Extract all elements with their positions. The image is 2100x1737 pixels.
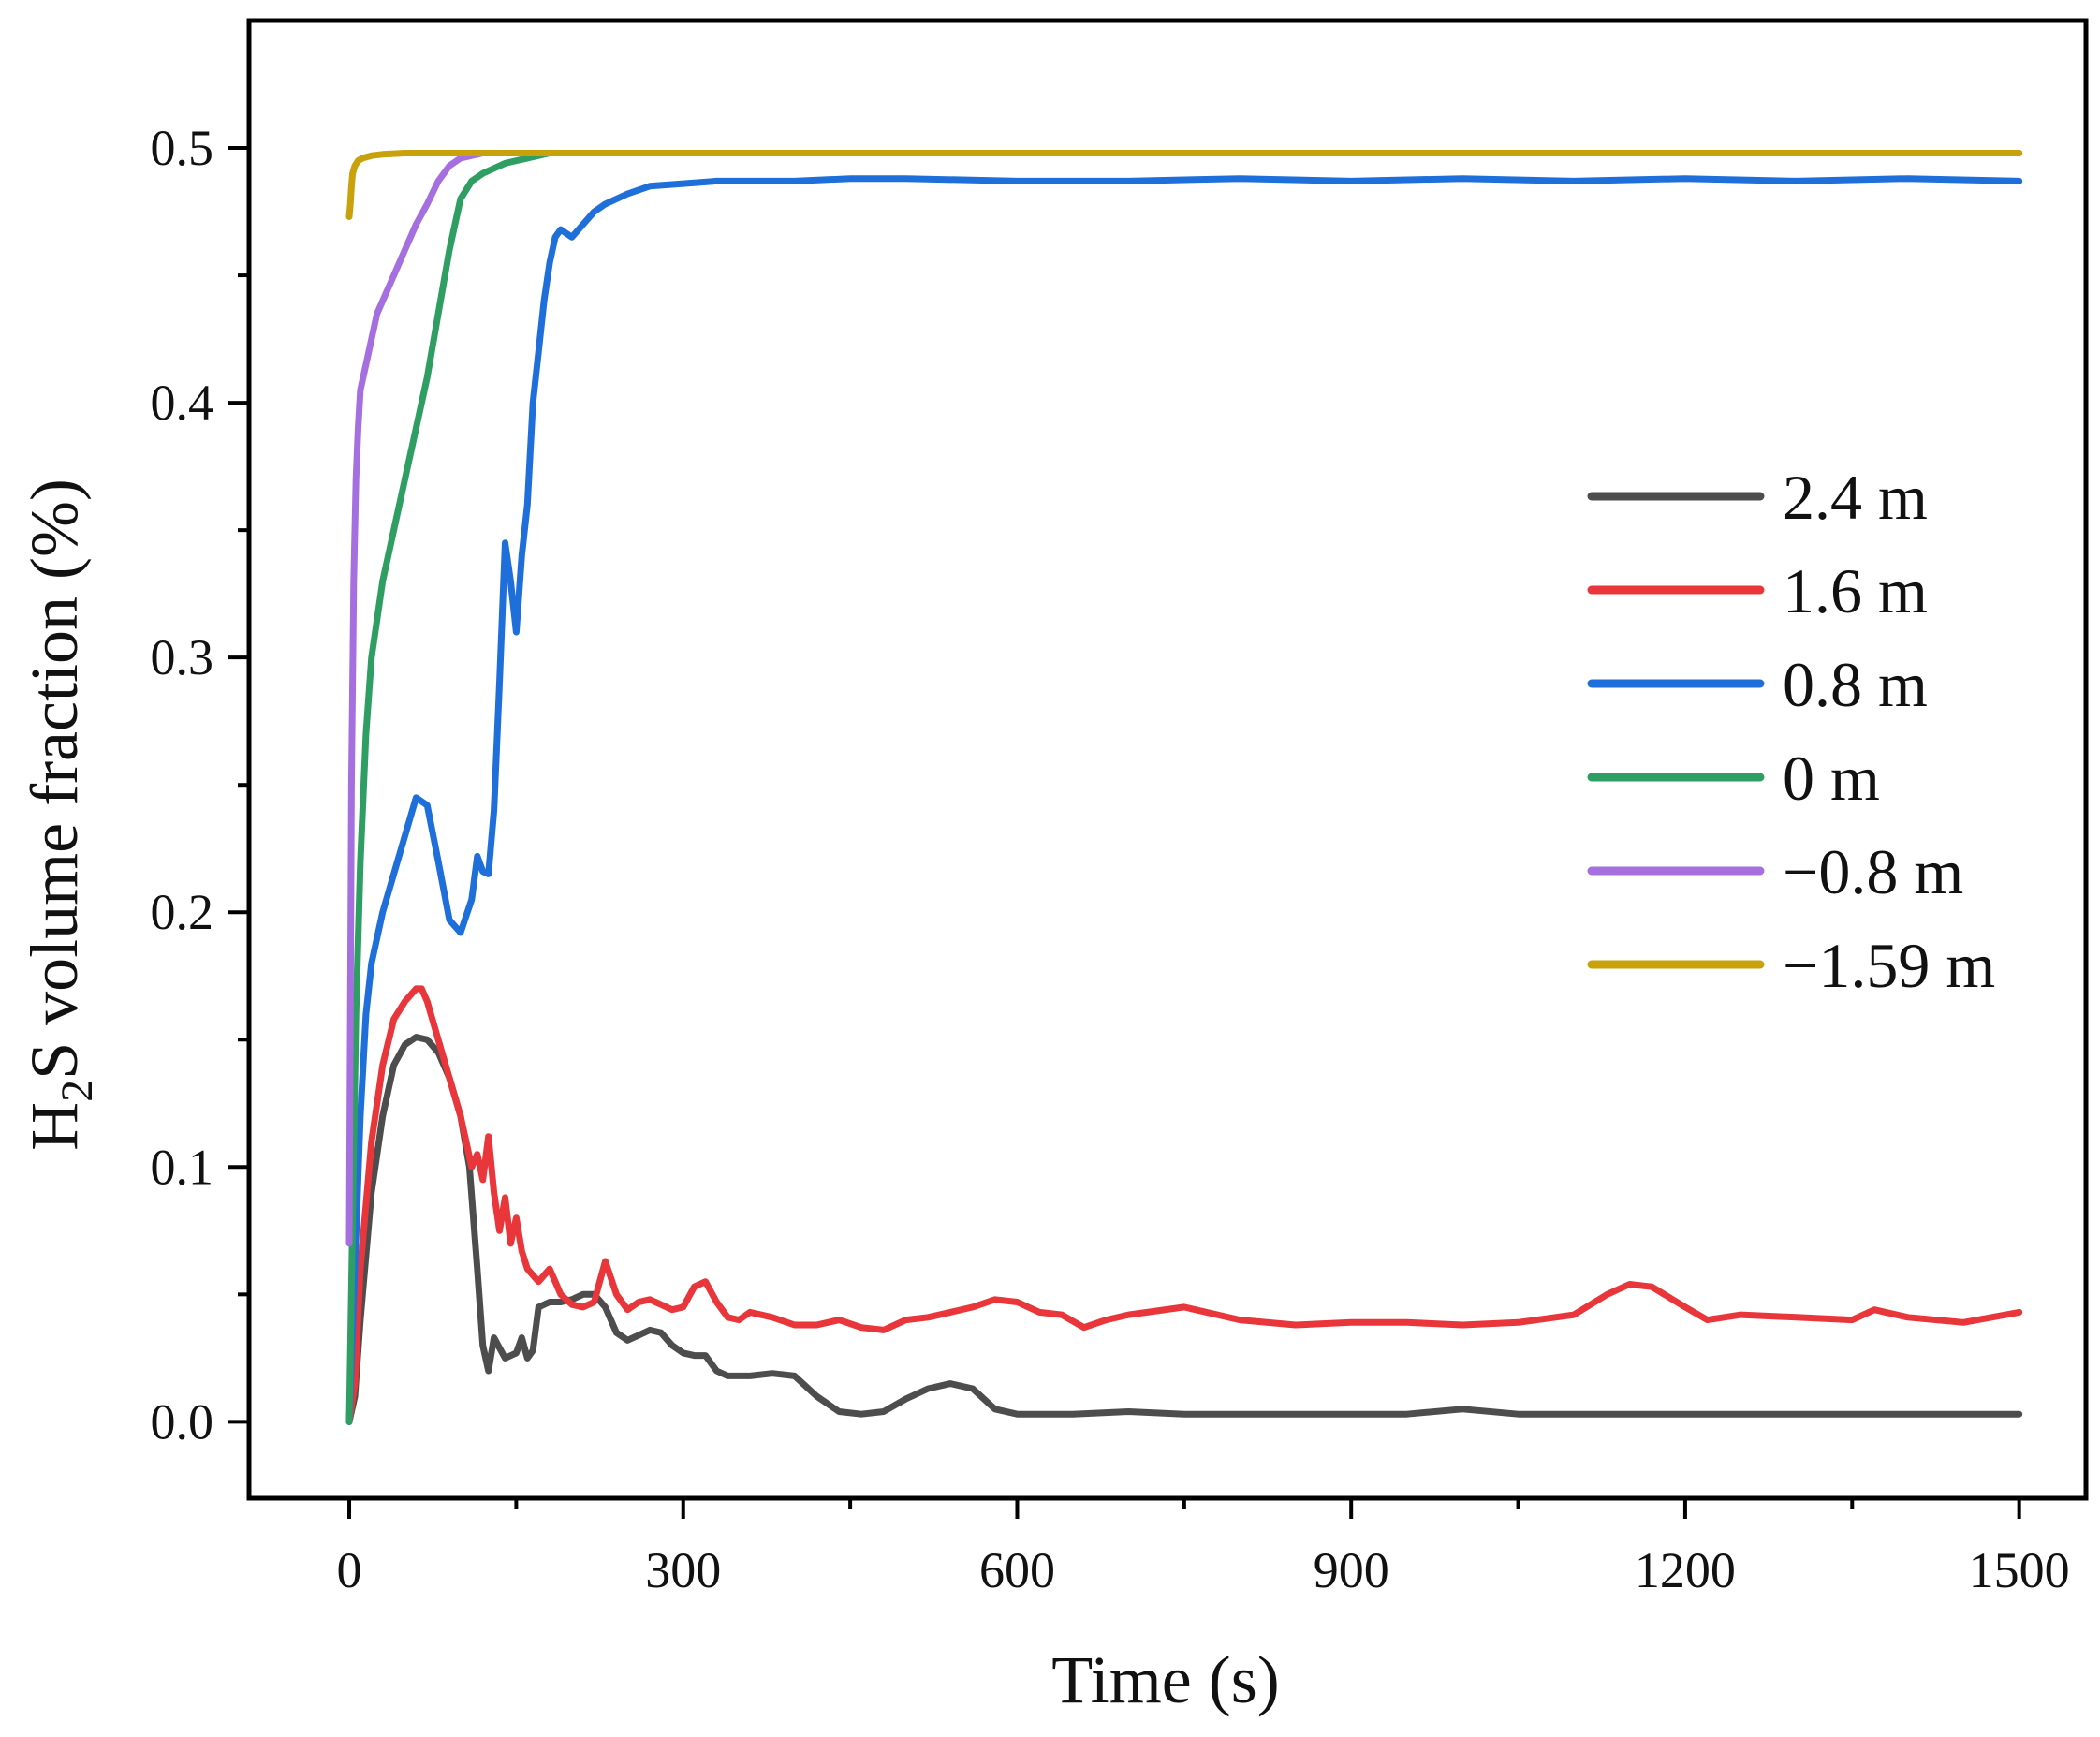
series-layer [345,150,2023,1425]
y-axis-title-subscript: 2 [52,1080,102,1102]
legend-label-4: −0.8 m [1783,836,1963,907]
legend-label-5: −1.59 m [1783,930,1995,1001]
legend-label-3: 0 m [1783,743,1880,814]
x-tick-label: 1200 [1635,1542,1736,1598]
x-axis-title: Time (s) [1051,1642,1279,1717]
series-line-2 [345,175,2023,1425]
y-tick-label: 0.0 [151,1393,214,1450]
y-axis-title-suffix: S volume fraction (%) [17,478,92,1080]
y-axis-title-prefix: H [17,1102,92,1151]
plot-frame [246,18,2089,1501]
series-line-3 [345,150,2023,1425]
y-axis-title: H2S volume fraction (%) [17,478,102,1151]
x-tick-label: 0 [337,1542,362,1598]
series-line-5 [345,150,2023,220]
legend: 2.4 m 1.6 m 0.8 m 0 m −0.8 m −1.59 m [1587,462,1995,1001]
x-tick-label: 1500 [1969,1542,2070,1598]
x-tick-label: 600 [979,1542,1055,1598]
x-tick-label: 300 [645,1542,721,1598]
ticks-layer: 0 300 600 900 1200 1500 0.0 0.1 0.2 0.3 0.4 0.5 [151,120,2070,1598]
series-line-4 [345,150,2023,1247]
y-tick-label: 0.2 [151,884,214,940]
legend-label-0: 2.4 m [1783,462,1928,533]
series-line-0 [345,1034,2023,1425]
legend-label-2: 0.8 m [1783,649,1928,720]
y-tick-label: 0.5 [151,120,214,176]
series-line-1 [345,985,2023,1425]
y-tick-label: 0.4 [151,375,214,431]
y-tick-label: 0.3 [151,629,214,685]
legend-label-1: 1.6 m [1783,555,1928,626]
x-tick-label: 900 [1314,1542,1389,1598]
y-tick-label: 0.1 [151,1139,214,1195]
